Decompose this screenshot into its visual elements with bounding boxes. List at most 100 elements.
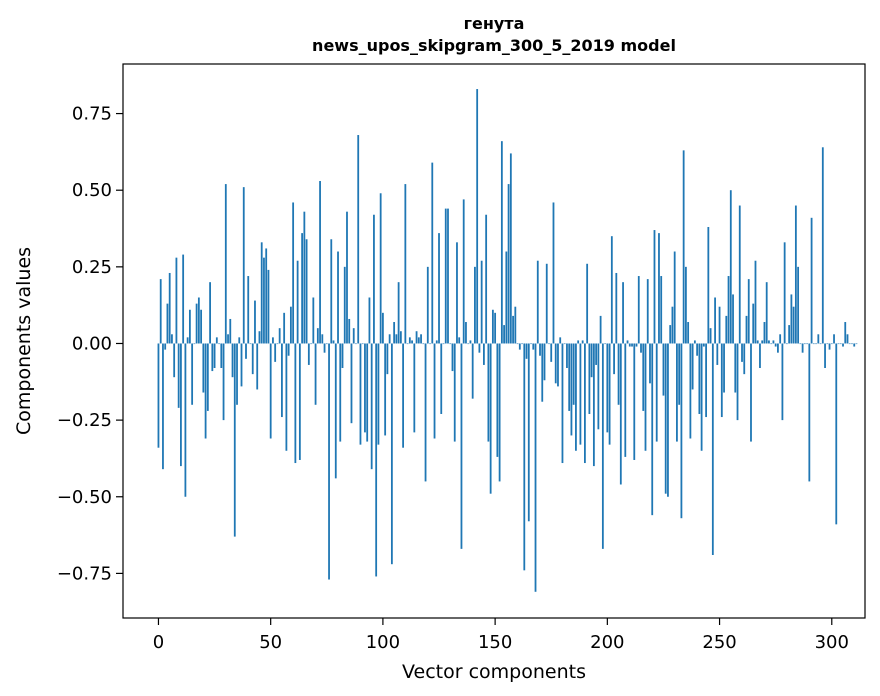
bar-244	[705, 343, 707, 418]
bar-85	[348, 318, 351, 344]
bar-211	[631, 343, 633, 347]
bar-55	[281, 343, 283, 418]
bar-210	[628, 343, 631, 347]
bar-7	[173, 343, 176, 378]
bar-168	[534, 343, 537, 592]
bar-105	[393, 322, 396, 344]
bar-28	[220, 343, 223, 368]
bar-189	[581, 340, 584, 344]
bar-187	[577, 340, 580, 344]
bar-194	[592, 343, 595, 467]
bar-181	[563, 343, 566, 345]
bar-156	[507, 184, 510, 344]
bar-238	[691, 343, 694, 390]
bar-36	[238, 337, 241, 344]
bar-290	[808, 343, 811, 482]
bar-132	[453, 343, 456, 442]
bar-209	[626, 340, 629, 344]
chart-title: генута	[464, 14, 525, 33]
bar-29	[222, 343, 225, 421]
bar-299	[828, 343, 831, 350]
bar-59	[289, 306, 292, 344]
bar-98	[377, 343, 380, 445]
bar-267	[756, 340, 759, 344]
bar-73	[321, 334, 324, 344]
bar-177	[554, 343, 557, 384]
bar-141	[474, 266, 476, 344]
bar-31	[227, 334, 229, 344]
bar-203	[613, 343, 615, 375]
bar-172	[543, 343, 546, 381]
bar-54	[278, 328, 281, 344]
bar-9	[177, 343, 180, 408]
bar-259	[738, 205, 741, 344]
bar-188	[579, 343, 582, 445]
x-tick-label: 50	[259, 632, 282, 653]
bar-143	[478, 343, 481, 353]
bar-205	[617, 343, 620, 405]
bar-270	[763, 322, 766, 344]
bar-202	[610, 236, 613, 344]
y-tick-label: 0.25	[72, 257, 112, 278]
bar-118	[422, 343, 425, 345]
bar-247	[711, 343, 714, 555]
bar-221	[653, 230, 656, 344]
bar-25	[213, 343, 216, 368]
bar-186	[575, 343, 577, 451]
bar-240	[696, 343, 699, 356]
bar-275	[774, 343, 777, 347]
bar-72	[319, 181, 321, 344]
bar-6	[171, 334, 173, 344]
bar-219	[649, 343, 651, 384]
bar-66	[305, 239, 308, 344]
x-tick-label: 250	[702, 632, 736, 653]
bar-233	[680, 343, 683, 519]
bar-298	[826, 343, 829, 345]
bar-185	[572, 343, 575, 405]
bar-295	[819, 343, 822, 345]
bar-30	[224, 184, 227, 344]
bar-246	[709, 328, 712, 344]
bar-127	[442, 343, 445, 345]
bar-38	[242, 187, 245, 344]
bar-42	[251, 343, 254, 375]
bar-136	[462, 199, 465, 344]
bar-2	[162, 343, 164, 470]
bar-242	[700, 343, 703, 451]
bar-123	[433, 343, 436, 439]
x-axis-ticks: 0 50 100 150 200 250 300	[153, 618, 849, 653]
bar-44	[256, 343, 259, 390]
bar-171	[541, 343, 544, 402]
bar-27	[218, 343, 220, 345]
bar-208	[624, 343, 627, 457]
bar-297	[824, 343, 826, 368]
bar-230	[673, 251, 676, 344]
bar-109	[402, 343, 404, 448]
bar-88	[355, 343, 357, 345]
chart-subtitle: news_upos_skipgram_300_5_2019 model	[312, 36, 676, 55]
bar-116	[417, 337, 420, 344]
bar-170	[539, 343, 541, 356]
bar-87	[352, 328, 355, 344]
bar-218	[646, 279, 649, 344]
bar-296	[821, 147, 824, 344]
bar-196	[597, 343, 600, 430]
bar-231	[676, 343, 678, 442]
bar-111	[406, 343, 409, 345]
bar-294	[817, 334, 820, 344]
bar-166	[530, 343, 532, 345]
bar-79	[334, 343, 337, 479]
bar-47	[263, 257, 265, 344]
bar-169	[536, 260, 539, 344]
bar-248	[714, 297, 716, 344]
bar-69	[312, 297, 315, 344]
bar-152	[498, 343, 501, 482]
bar-237	[689, 343, 692, 439]
bar-225	[662, 343, 665, 396]
bar-263	[747, 279, 750, 344]
bar-45	[258, 331, 261, 344]
bar-207	[622, 282, 624, 344]
bar-50	[269, 343, 272, 439]
bar-176	[552, 202, 555, 344]
bar-125	[438, 233, 440, 344]
